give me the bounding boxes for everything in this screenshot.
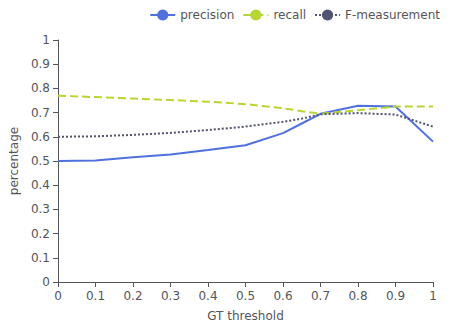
svg-text:percentage: percentage: [7, 127, 21, 195]
svg-text:0.6: 0.6: [273, 289, 292, 303]
svg-text:0.3: 0.3: [31, 202, 50, 216]
svg-text:0.8: 0.8: [348, 289, 367, 303]
svg-text:0.1: 0.1: [31, 251, 50, 265]
svg-text:0.7: 0.7: [31, 106, 50, 120]
svg-text:recall: recall: [273, 8, 306, 22]
svg-text:0.1: 0.1: [86, 289, 105, 303]
svg-text:1: 1: [429, 289, 437, 303]
svg-text:0.4: 0.4: [31, 178, 50, 192]
svg-text:0.8: 0.8: [31, 81, 50, 95]
svg-text:0: 0: [42, 275, 50, 289]
svg-text:0.3: 0.3: [161, 289, 180, 303]
svg-text:0.9: 0.9: [31, 57, 50, 71]
svg-text:0.2: 0.2: [123, 289, 142, 303]
svg-text:0: 0: [54, 289, 62, 303]
svg-text:0.5: 0.5: [236, 289, 255, 303]
svg-text:0.4: 0.4: [198, 289, 217, 303]
svg-text:0.2: 0.2: [31, 227, 50, 241]
svg-text:1: 1: [42, 33, 50, 47]
svg-text:0.7: 0.7: [311, 289, 330, 303]
svg-text:0.6: 0.6: [31, 130, 50, 144]
svg-text:F-measurement: F-measurement: [345, 8, 440, 22]
svg-text:GT threshold: GT threshold: [207, 309, 284, 323]
svg-text:0.9: 0.9: [386, 289, 405, 303]
svg-text:precision: precision: [180, 8, 234, 22]
svg-text:0.5: 0.5: [31, 154, 50, 168]
